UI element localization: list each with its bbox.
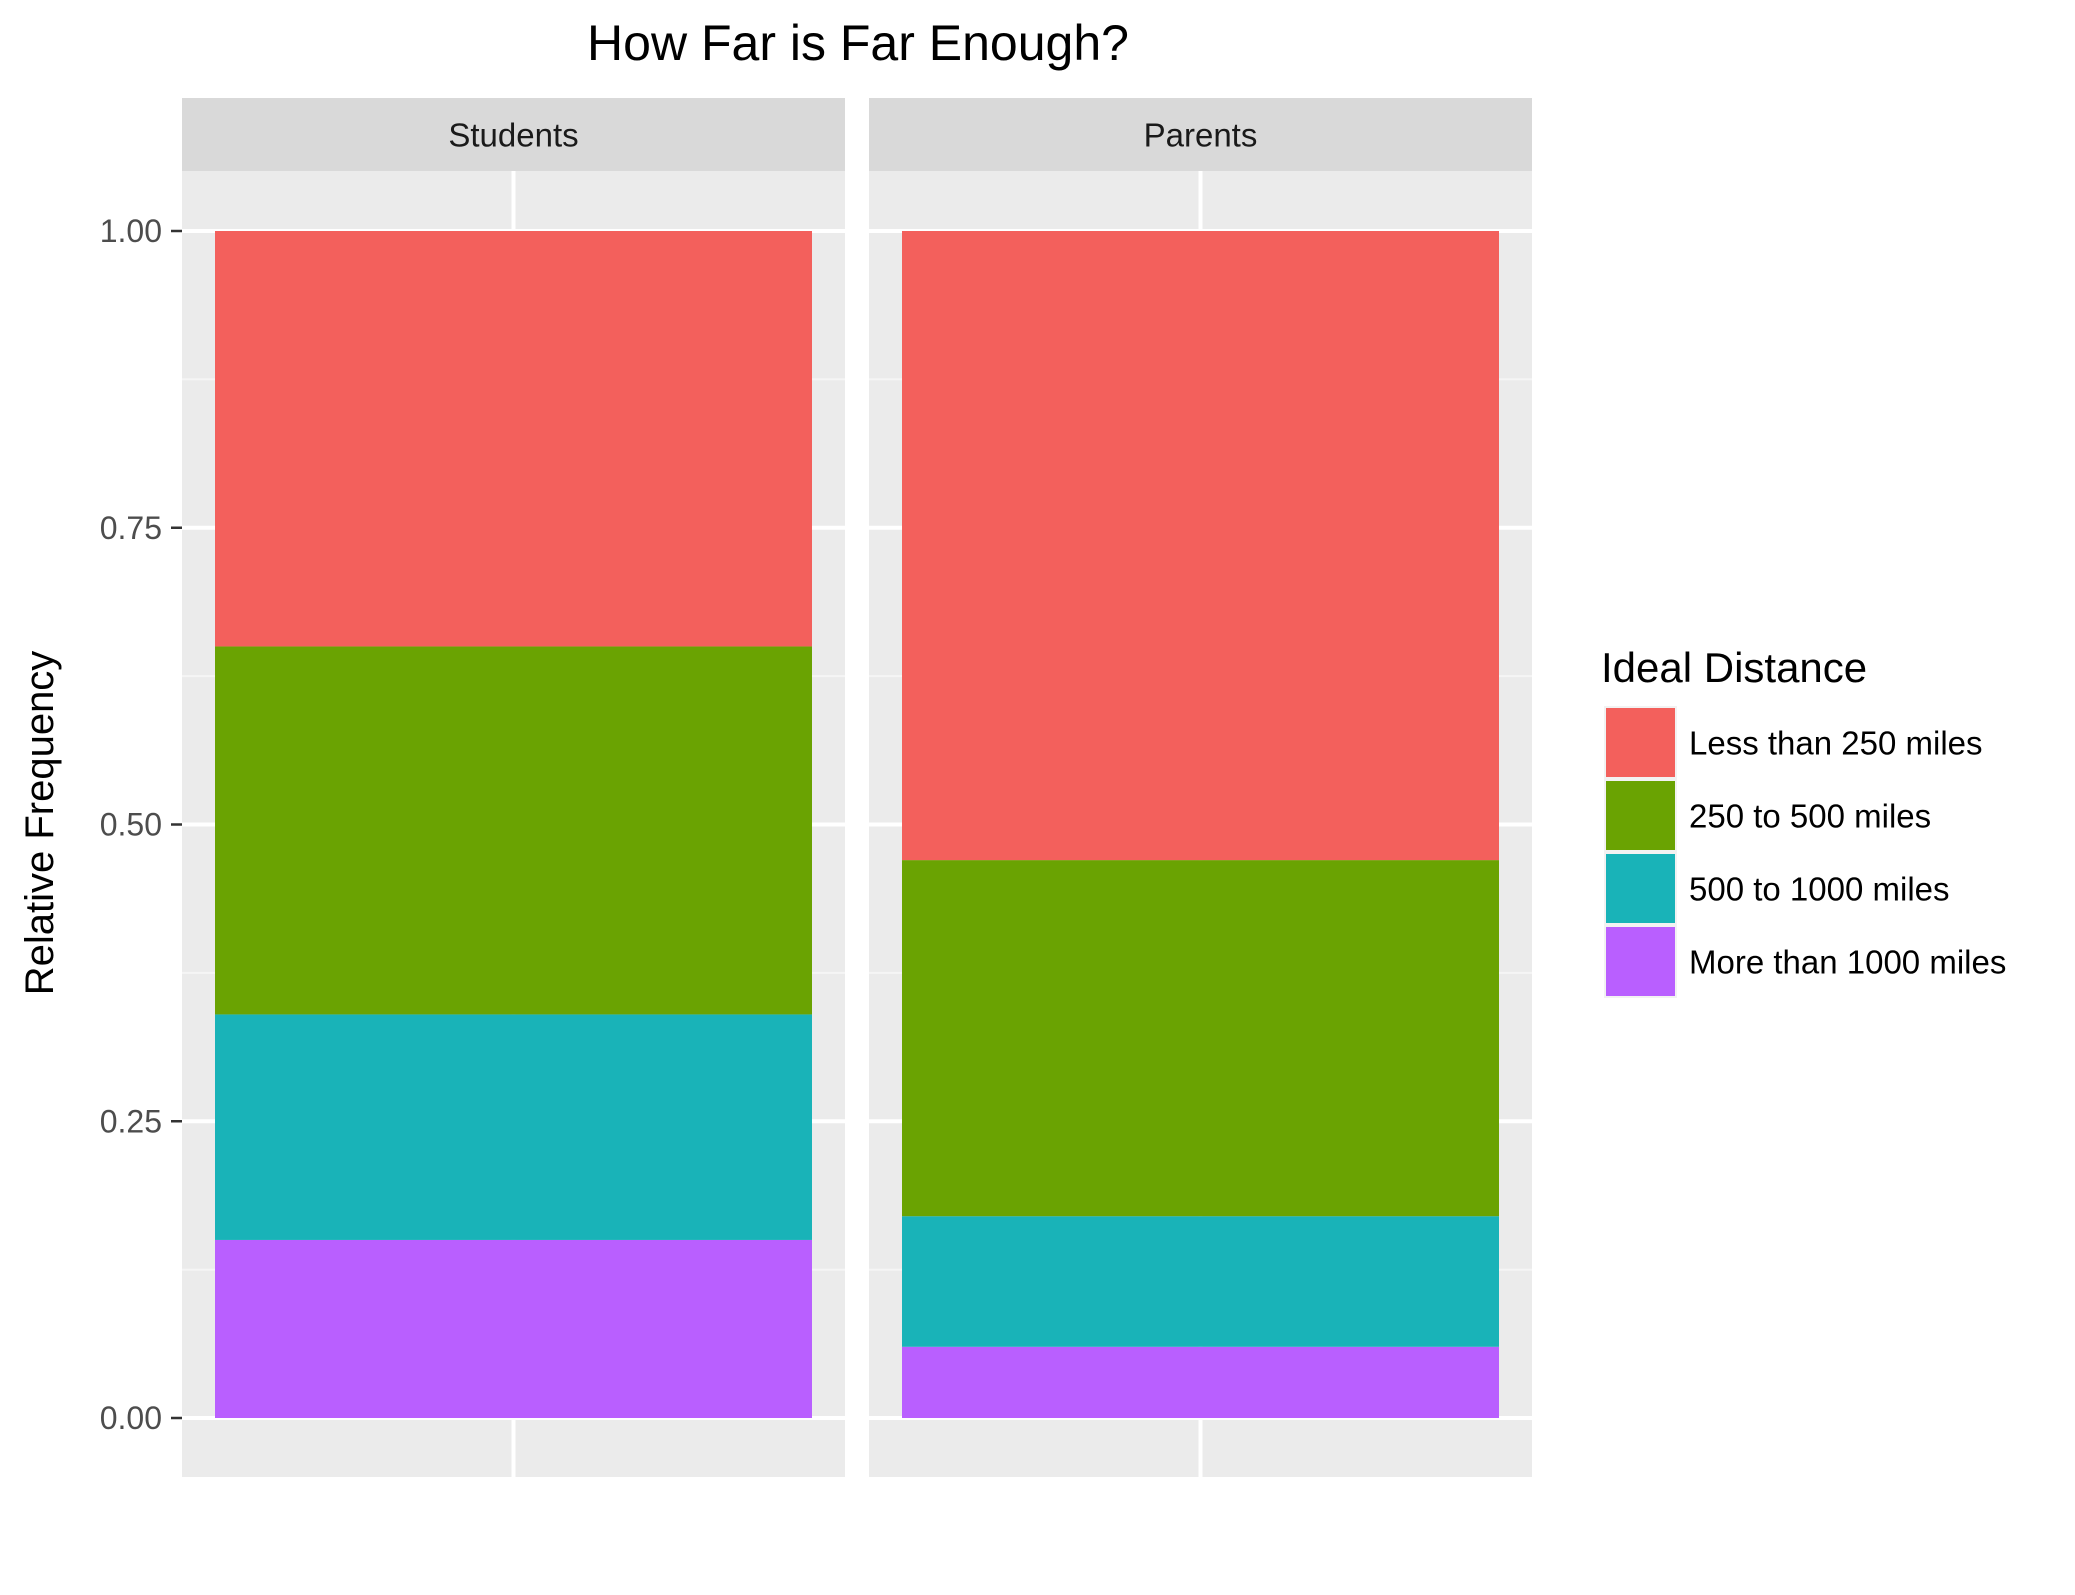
legend-title: Ideal Distance (1601, 644, 1867, 691)
y-tick-label: 0.50 (100, 807, 162, 843)
legend-key (1606, 927, 1675, 996)
bar-segment (902, 231, 1499, 861)
y-tick-label: 0.25 (100, 1103, 162, 1139)
facet-panel: Parents (869, 98, 1532, 1477)
y-tick-label: 0.75 (100, 510, 162, 546)
y-tick-label: 1.00 (100, 213, 162, 249)
legend-key (1606, 781, 1675, 850)
bar-segment (215, 231, 812, 647)
legend-key (1606, 854, 1675, 923)
bar-segment (215, 1014, 812, 1240)
facets: Students Parents (182, 98, 1532, 1477)
legend-label: 250 to 500 miles (1689, 798, 1931, 835)
legend-key (1606, 708, 1675, 777)
chart-title: How Far is Far Enough? (587, 15, 1129, 71)
bar-segment (215, 1239, 812, 1418)
y-axis-ticks: 0.00 0.25 0.50 0.75 1.00 (100, 213, 182, 1436)
facet-strip (869, 98, 1532, 171)
facet-strip-label: Parents (1144, 117, 1258, 154)
bar-segment (902, 860, 1499, 1217)
legend: Less than 250 miles 250 to 500 miles 500 t… (1604, 706, 2006, 998)
bar-segment (902, 1346, 1499, 1418)
bar-segment (902, 1216, 1499, 1347)
facet-strip (182, 98, 845, 171)
y-tick-label: 0.00 (100, 1400, 162, 1436)
legend-label: Less than 250 miles (1689, 725, 1983, 762)
bar-segment (215, 646, 812, 1015)
facet-strip-label: Students (448, 117, 578, 154)
y-axis-label: Relative Frequency (18, 651, 62, 996)
legend-label: More than 1000 miles (1689, 944, 2006, 981)
legend-label: 500 to 1000 miles (1689, 871, 1950, 908)
facet-panel: Students (182, 98, 845, 1477)
